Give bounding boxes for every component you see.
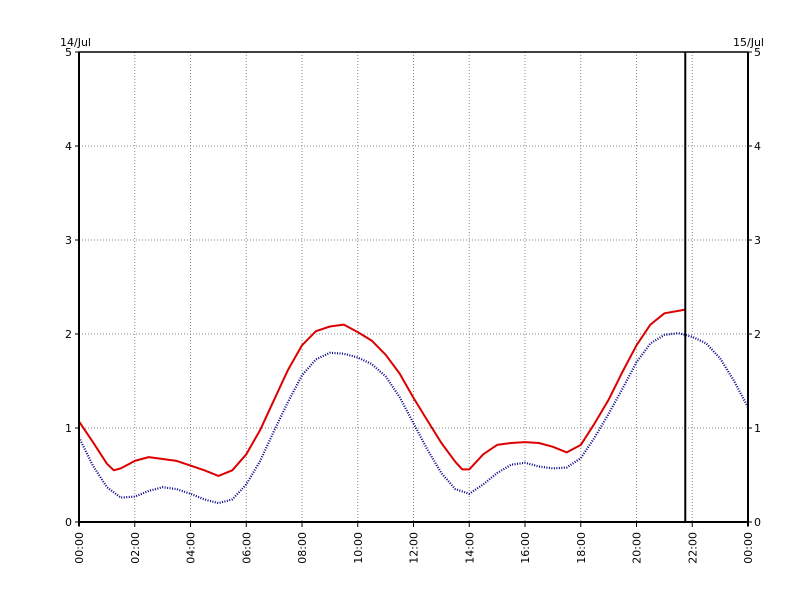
y-tick-label-right: 4 [754,140,761,153]
x-tick-label: 00:00 [742,532,755,564]
x-tick-label: 22:00 [686,532,699,564]
y-tick-label-left: 0 [65,516,72,529]
series-layer [78,308,749,505]
x-tick-label: 16:00 [519,532,532,564]
y-tick-label-right: 0 [754,516,761,529]
y-tick-label-right: 3 [754,234,761,247]
x-tick-label: 18:00 [575,532,588,564]
x-tick-label: 12:00 [408,532,421,564]
y-tick-label-left: 1 [65,422,72,435]
x-tick-label: 20:00 [631,532,644,564]
x-tick-label: 08:00 [296,532,309,564]
y-tick-label-left: 4 [65,140,72,153]
date-label-right: 15/Jul [733,36,764,49]
y-tick-label-left: 2 [65,328,72,341]
y-tick-label-right: 1 [754,422,761,435]
date-label-left: 14/Jul [60,36,91,49]
y-tick-label-right: 2 [754,328,761,341]
x-tick-label: 04:00 [185,532,198,564]
x-tick-label: 14:00 [463,532,476,564]
y-tick-label-right: 5 [754,46,761,59]
series-line-1 [78,308,686,477]
x-tick-label: 10:00 [352,532,365,564]
axes [75,51,752,527]
x-tick-label: 02:00 [129,532,142,564]
y-tick-label-left: 3 [65,234,72,247]
x-tick-label: 00:00 [73,532,86,564]
y-tick-label-left: 5 [65,46,72,59]
series-line-2 [78,332,749,505]
tick-labels: 0 0 1 1 2 2 3 3 4 4 5 5 00:00 02:00 04:00 06:00 08:00 10:… [65,46,761,564]
grid-lines [79,52,748,522]
x-tick-label: 06:00 [240,532,253,564]
